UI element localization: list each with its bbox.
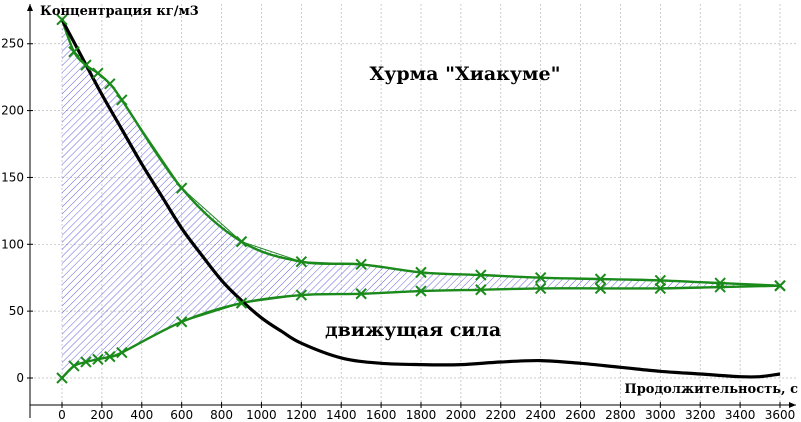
upper-point-marker — [235, 235, 248, 248]
labels: Концентрация кг/м3 Продолжительность, с … — [40, 4, 798, 397]
x-tick-label: 3600 — [765, 408, 796, 422]
lower-point-marker — [774, 280, 786, 292]
x-tick-label: 200 — [90, 408, 113, 422]
x-tick-label: 1400 — [326, 408, 357, 422]
lower-point-marker — [235, 297, 248, 309]
y-tick-label: 0 — [16, 371, 24, 385]
lower-point-marker — [355, 288, 367, 300]
lower-point-marker — [714, 281, 726, 293]
x-tick-label: 400 — [130, 408, 153, 422]
x-tick-label: 2800 — [605, 408, 636, 422]
upper-point-marker — [92, 67, 104, 79]
x-axis-arrow-icon — [789, 402, 796, 408]
lower-point-marker — [104, 350, 116, 363]
upper-point-marker — [355, 258, 367, 271]
series-group — [56, 13, 786, 384]
x-tick-label: 2400 — [525, 408, 556, 422]
y-axis-label: Концентрация кг/м3 — [40, 4, 199, 19]
lower-point-marker — [175, 316, 188, 328]
upper-point-marker — [415, 266, 427, 279]
chart-title: Хурма "Хиакуме" — [369, 63, 560, 85]
x-axis-label: Продолжительность, с — [624, 382, 798, 397]
lower-point-marker — [475, 284, 487, 296]
x-tick-label: 0 — [58, 408, 66, 422]
x-tick-label: 2000 — [446, 408, 477, 422]
x-tick-label: 3200 — [685, 408, 716, 422]
y-tick-label: 250 — [1, 37, 24, 51]
lower-point-marker — [534, 282, 547, 295]
lower-point-marker — [92, 353, 104, 365]
y-tick-label: 100 — [1, 237, 24, 251]
lower-point-marker — [56, 372, 68, 384]
y-tick-label: 50 — [9, 304, 24, 318]
lower-point-marker — [594, 282, 607, 295]
x-tick-label: 2600 — [565, 408, 596, 422]
x-tick-label: 1200 — [286, 408, 317, 422]
x-tick-label: 3400 — [725, 408, 756, 422]
x-tick-label: 800 — [210, 408, 233, 422]
x-tick-label: 2200 — [486, 408, 517, 422]
y-tick-label: 200 — [1, 104, 24, 118]
lower-point-marker — [68, 360, 80, 372]
x-tick-label: 3000 — [645, 408, 676, 422]
lower-point-marker — [415, 285, 427, 297]
driving-force-line — [60, 18, 781, 379]
upper-point-marker — [475, 269, 487, 281]
upper-point-marker — [104, 78, 116, 90]
y-tick-label: 150 — [1, 170, 24, 184]
upper-point-marker — [714, 277, 726, 289]
annotation-driving-force: движущая сила — [325, 319, 501, 341]
lower-point-marker — [654, 282, 667, 295]
upper-point-marker — [534, 272, 547, 284]
lower-point-marker — [295, 289, 308, 301]
upper-point-marker — [56, 13, 68, 26]
upper-point-marker — [68, 46, 80, 58]
y-axis-arrow-icon — [27, 4, 33, 11]
upper-point-marker — [295, 255, 308, 268]
lower-point-marker — [80, 356, 92, 368]
x-tick-label: 1000 — [246, 408, 277, 422]
upper-point-marker — [175, 182, 188, 194]
upper-point-marker — [594, 273, 607, 285]
axes: 0 200 400 600 800 1000 1200 1400 1600 1800 2000 220… — [1, 4, 796, 422]
x-tick-label: 600 — [170, 408, 193, 422]
x-tick-label: 1800 — [406, 408, 437, 422]
lower-point-marker — [116, 346, 128, 359]
x-tick-label: 1600 — [366, 408, 397, 422]
upper-point-marker — [80, 59, 92, 71]
upper-point-marker — [116, 94, 128, 106]
